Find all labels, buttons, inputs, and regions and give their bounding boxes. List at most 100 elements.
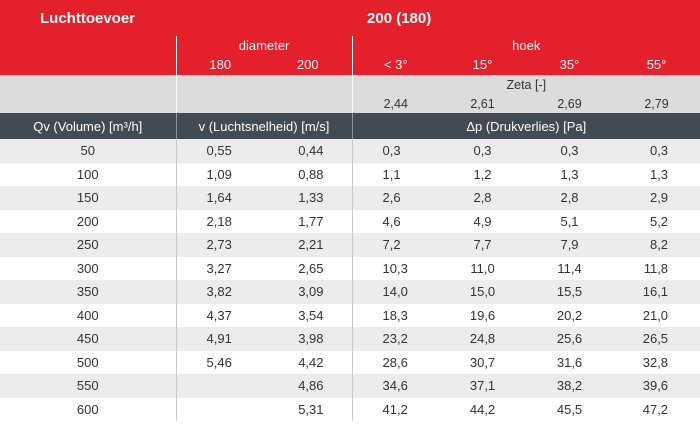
velocity-200-cell: 5,31 (264, 397, 353, 421)
velocity-180-cell: 0,55 (175, 139, 264, 163)
table-row: 500 5,46 4,42 28,6 30,7 31,6 32,8 (0, 350, 700, 374)
pressure-lt3-cell: 10,3 (351, 256, 440, 280)
pressure-35-cell: 20,2 (526, 303, 614, 327)
zeta-value: 2,69 (526, 94, 614, 113)
velocity-180-cell: 2,73 (175, 233, 264, 257)
qv-cell: 200 (0, 209, 176, 233)
velocity-200-cell: 1,33 (264, 186, 353, 210)
qv-cell: 500 (0, 350, 176, 374)
pressure-35-cell: 1,3 (526, 162, 614, 186)
velocity-200-cell: 2,65 (264, 256, 353, 280)
zeta-values-row: 2,44 2,61 2,69 2,79 (0, 94, 700, 113)
qv-cell: 550 (0, 374, 176, 398)
velocity-180-cell (175, 397, 264, 421)
diameter-200: 200 (264, 54, 353, 75)
pressure-55-cell: 11,8 (613, 256, 700, 280)
velocity-200-cell: 3,98 (264, 327, 353, 351)
table-row: 150 1,64 1,33 2,6 2,8 2,8 2,9 (0, 186, 700, 210)
pressure-lt3-cell: 4,6 (351, 209, 440, 233)
hoek-label: hoek (351, 36, 700, 54)
velocity-180-cell: 1,64 (175, 186, 264, 210)
pressure-35-cell: 11,4 (526, 256, 614, 280)
pressure-lt3-cell: 41,2 (351, 397, 440, 421)
pressure-55-cell: 26,5 (613, 327, 700, 351)
velocity-header: v (Luchtsnelheid) [m/s] (175, 113, 353, 139)
qv-cell: 250 (0, 233, 176, 257)
pressure-55-cell: 16,1 (613, 280, 700, 304)
pressure-35-cell: 25,6 (526, 327, 614, 351)
pressure-55-cell: 2,9 (613, 186, 700, 210)
table-row: 50 0,55 0,44 0,3 0,3 0,3 0,3 (0, 139, 700, 163)
pressure-lt3-cell: 18,3 (351, 303, 440, 327)
pressure-35-cell: 45,5 (526, 397, 614, 421)
velocity-180-cell: 3,27 (175, 256, 264, 280)
pressure-lt3-cell: 28,6 (351, 350, 440, 374)
zeta-value: 2,79 (613, 94, 700, 113)
qv-cell: 450 (0, 327, 176, 351)
velocity-200-cell: 0,44 (264, 139, 353, 163)
table-row: 200 2,18 1,77 4,6 4,9 5,1 5,2 (0, 209, 700, 233)
velocity-200-cell: 4,42 (264, 350, 353, 374)
table-row: 450 4,91 3,98 23,2 24,8 25,6 26,5 (0, 327, 700, 351)
qv-cell: 150 (0, 186, 176, 210)
table-row: 250 2,73 2,21 7,2 7,7 7,9 8,2 (0, 233, 700, 257)
pressure-15-cell: 24,8 (439, 327, 527, 351)
velocity-180-cell: 5,46 (175, 350, 264, 374)
pressure-loss-table: Luchttoevoer 200 (180) diameter hoek 180… (0, 0, 700, 421)
pressure-55-cell: 1,3 (613, 162, 700, 186)
velocity-180-cell: 4,91 (175, 327, 264, 351)
velocity-200-cell: 2,21 (264, 233, 353, 257)
pressure-55-cell: 47,2 (613, 397, 700, 421)
pressure-55-cell: 8,2 (613, 233, 700, 257)
angle-35: 35° (526, 54, 614, 75)
velocity-180-cell: 4,37 (175, 303, 264, 327)
velocity-200-cell: 3,54 (264, 303, 353, 327)
qv-cell: 100 (0, 162, 176, 186)
qv-cell: 50 (0, 139, 176, 163)
pressure-35-cell: 7,9 (526, 233, 614, 257)
pressure-15-cell: 44,2 (439, 397, 527, 421)
group-header-row: diameter hoek (0, 36, 700, 54)
pressure-55-cell: 39,6 (613, 374, 700, 398)
velocity-180-cell: 1,09 (175, 162, 264, 186)
table-row: 600 5,31 41,2 44,2 45,5 47,2 (0, 397, 700, 421)
pressure-15-cell: 11,0 (439, 256, 527, 280)
angle-15: 15° (439, 54, 527, 75)
column-header-row: Qv (Volume) [m³/h] v (Luchtsnelheid) [m/… (0, 113, 700, 139)
velocity-200-cell: 1,77 (264, 209, 353, 233)
pressure-lt3-cell: 23,2 (351, 327, 440, 351)
pressure-header: Δp (Drukverlies) [Pa] (351, 113, 700, 139)
pressure-15-cell: 15,0 (439, 280, 527, 304)
table-row: 300 3,27 2,65 10,3 11,0 11,4 11,8 (0, 256, 700, 280)
diameter-label: diameter (175, 36, 353, 54)
qv-cell: 350 (0, 280, 176, 304)
title-row: Luchttoevoer 200 (180) (0, 0, 700, 36)
velocity-180-cell: 2,18 (175, 209, 264, 233)
zeta-value: 2,44 (351, 94, 440, 113)
pressure-15-cell: 0,3 (439, 139, 527, 163)
zeta-label-row: Zeta [-] (0, 75, 700, 94)
qv-header: Qv (Volume) [m³/h] (0, 113, 176, 139)
velocity-200-cell: 0,88 (264, 162, 353, 186)
subheader-row: 180 200 < 3° 15° 35° 55° (0, 54, 700, 75)
pressure-lt3-cell: 2,6 (351, 186, 440, 210)
pressure-15-cell: 37,1 (439, 374, 527, 398)
angle-55: 55° (613, 54, 700, 75)
velocity-200-cell: 3,09 (264, 280, 353, 304)
pressure-lt3-cell: 1,1 (351, 162, 440, 186)
pressure-55-cell: 5,2 (613, 209, 700, 233)
table-row: 350 3,82 3,09 14,0 15,0 15,5 16,1 (0, 280, 700, 304)
pressure-55-cell: 21,0 (613, 303, 700, 327)
table-row: 100 1,09 0,88 1,1 1,2 1,3 1,3 (0, 162, 700, 186)
pressure-lt3-cell: 34,6 (351, 374, 440, 398)
velocity-180-cell: 3,82 (175, 280, 264, 304)
pressure-15-cell: 2,8 (439, 186, 527, 210)
qv-cell: 300 (0, 256, 176, 280)
table-row: 400 4,37 3,54 18,3 19,6 20,2 21,0 (0, 303, 700, 327)
pressure-35-cell: 38,2 (526, 374, 614, 398)
pressure-55-cell: 0,3 (613, 139, 700, 163)
angle-lt3: < 3° (351, 54, 440, 75)
table-row: 550 4,86 34,6 37,1 38,2 39,6 (0, 374, 700, 398)
pressure-55-cell: 32,8 (613, 350, 700, 374)
